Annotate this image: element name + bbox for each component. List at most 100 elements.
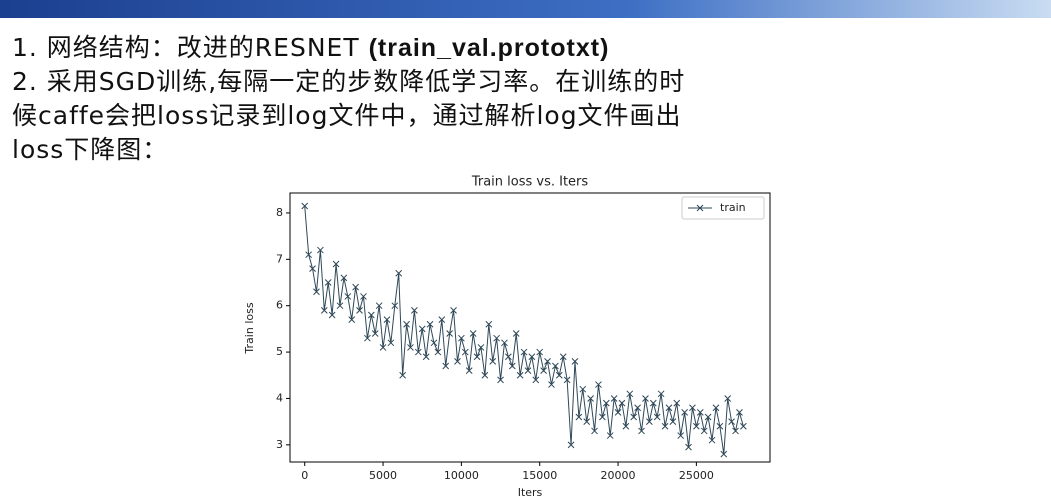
point: [685, 443, 692, 451]
point: [622, 422, 630, 430]
point: [544, 358, 551, 365]
point: [661, 422, 669, 430]
point: [708, 436, 716, 444]
point: [606, 432, 614, 439]
legend-marker: [696, 204, 704, 212]
point: [555, 371, 563, 379]
point: [360, 293, 367, 300]
point: [508, 362, 516, 370]
point: [618, 399, 626, 407]
point: [387, 339, 395, 347]
point: [630, 413, 638, 421]
y-tick-label: 3: [276, 438, 283, 451]
point: [473, 353, 481, 361]
point: [317, 246, 324, 254]
point: [391, 302, 399, 310]
point: [673, 399, 681, 407]
x-tick-label: 15000: [522, 469, 557, 482]
point: [434, 348, 442, 356]
point: [536, 348, 544, 356]
point: [653, 413, 661, 421]
point: [497, 376, 504, 384]
point: [328, 311, 336, 319]
point: [665, 404, 673, 412]
header-band: [0, 0, 1051, 18]
point: [469, 330, 477, 337]
point: [712, 404, 720, 412]
point: [438, 316, 446, 323]
point: [383, 316, 391, 323]
y-axis-label: Train loss: [243, 302, 256, 354]
plot-frame: [289, 192, 771, 463]
x-axis-label: Iters: [518, 486, 543, 499]
point: [602, 399, 610, 407]
point: [657, 390, 665, 398]
point: [371, 330, 379, 337]
point: [571, 358, 579, 365]
point: [414, 348, 422, 356]
text-line: 2. 采用SGD训练,每隔一定的步数降低学习率。在训练的时: [12, 67, 686, 96]
line: [304, 205, 744, 455]
point: [422, 353, 430, 361]
point: [728, 418, 735, 426]
point: [520, 348, 528, 356]
point: [465, 367, 473, 374]
point: [634, 404, 641, 412]
point: [610, 395, 618, 402]
point: [696, 409, 704, 416]
point: [563, 376, 571, 384]
point: [454, 358, 461, 365]
x-tick-label: 20000: [601, 469, 636, 482]
point: [575, 413, 583, 421]
point: [681, 409, 688, 416]
point: [367, 311, 375, 319]
point: [583, 418, 591, 426]
point: [446, 330, 453, 337]
point: [512, 330, 520, 337]
point: [430, 339, 438, 347]
point: [348, 316, 356, 323]
point: [407, 344, 414, 351]
point: [450, 306, 457, 314]
y-tick-label: 5: [276, 345, 283, 358]
point: [309, 265, 316, 272]
point: [505, 353, 512, 361]
y-tick-label: 4: [276, 391, 283, 404]
text-line: 1. 网络结构：改进的RESNET (train_val.prototxt): [12, 28, 609, 64]
point: [403, 320, 410, 328]
point: [532, 376, 540, 384]
point: [418, 325, 426, 333]
point: [344, 293, 352, 300]
text: 1. 网络结构：改进的RESNET: [12, 33, 369, 62]
legend-box: [681, 196, 765, 220]
point: [340, 274, 348, 282]
point: [642, 395, 649, 402]
point: [587, 395, 594, 402]
point: [375, 302, 383, 310]
point: [301, 202, 309, 210]
point: [704, 413, 712, 421]
point: [411, 306, 418, 314]
text-line: 候caffe会把loss记录到log文件中，通过解析log文件画出: [12, 101, 682, 130]
x-tick-label: 10000: [444, 469, 479, 482]
point: [305, 251, 312, 259]
point: [324, 279, 332, 286]
point: [485, 320, 493, 328]
point: [646, 418, 653, 426]
point: [552, 362, 559, 370]
point: [740, 422, 747, 430]
point: [689, 404, 696, 412]
point: [669, 418, 677, 426]
y-tick-label: 8: [276, 206, 283, 219]
x-tick-label: 25000: [679, 469, 714, 482]
point: [426, 320, 434, 328]
point: [489, 358, 497, 365]
point: [528, 353, 536, 361]
point: [595, 381, 602, 388]
point: [313, 288, 320, 296]
point: [732, 427, 739, 435]
point: [614, 409, 622, 416]
point: [716, 422, 724, 430]
